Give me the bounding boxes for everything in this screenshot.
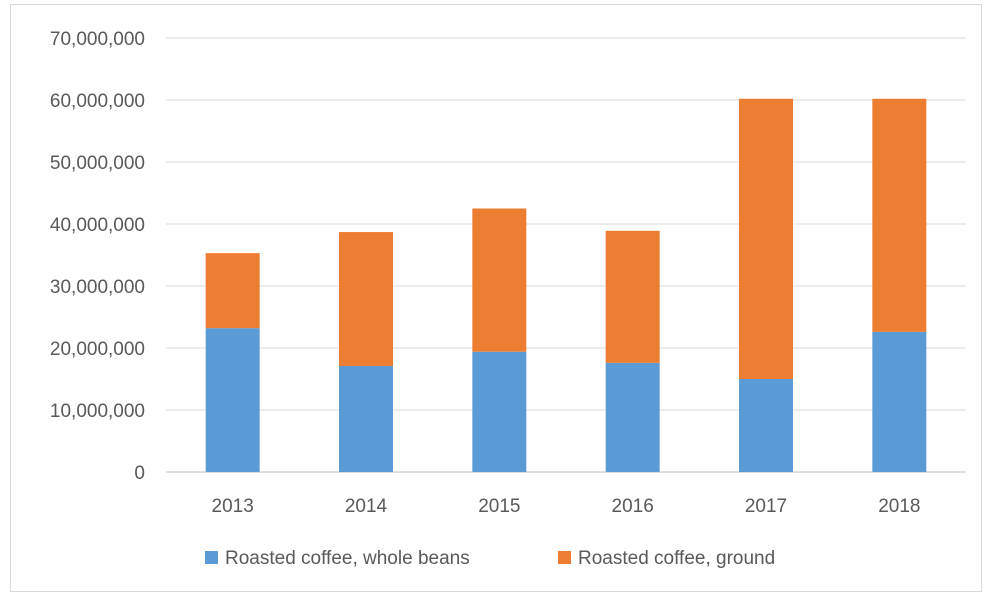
bar-ground-2015 xyxy=(472,208,527,352)
bar-ground-2016 xyxy=(605,230,660,363)
y-tick-label: 30,000,000 xyxy=(50,277,145,298)
y-axis-tick-labels: 0 10,000,000 20,000,000 30,000,000 40,000,00… xyxy=(50,29,145,484)
x-tick-label: 2017 xyxy=(745,496,787,517)
y-tick-label: 10,000,000 xyxy=(50,401,145,422)
y-tick-label: 20,000,000 xyxy=(50,339,145,360)
x-tick-label: 2016 xyxy=(612,496,654,517)
bar-whole-beans-2013 xyxy=(205,328,260,472)
bar-ground-2014 xyxy=(339,232,393,366)
gridlines xyxy=(166,37,966,473)
x-tick-label: 2014 xyxy=(345,496,388,517)
bar-whole-beans-2015 xyxy=(472,351,527,472)
x-axis-tick-labels: 2013 2014 2015 2016 2017 2018 xyxy=(212,496,921,517)
bar-whole-beans-2017 xyxy=(739,379,793,472)
legend-label: Roasted coffee, whole beans xyxy=(225,548,470,569)
y-tick-label: 40,000,000 xyxy=(50,215,145,236)
legend-swatch xyxy=(205,551,218,564)
bar-whole-beans-2016 xyxy=(605,362,660,472)
y-tick-label: 60,000,000 xyxy=(50,91,145,112)
bar-ground-2018 xyxy=(872,98,927,332)
y-tick-label: 70,000,000 xyxy=(50,29,145,50)
x-tick-label: 2013 xyxy=(212,496,254,517)
bar-whole-beans-2014 xyxy=(339,365,393,472)
x-tick-label: 2015 xyxy=(478,496,520,517)
legend-label: Roasted coffee, ground xyxy=(578,548,775,569)
bar-ground-2017 xyxy=(739,98,793,379)
y-tick-label: 0 xyxy=(134,463,145,484)
legend: Roasted coffee, whole beans Roasted coffe… xyxy=(205,548,775,569)
bar-whole-beans-2018 xyxy=(872,331,927,472)
x-tick-label: 2018 xyxy=(878,496,920,517)
bar-ground-2013 xyxy=(205,253,260,329)
bars xyxy=(205,98,927,472)
y-tick-label: 50,000,000 xyxy=(50,153,145,174)
legend-swatch xyxy=(558,551,571,564)
